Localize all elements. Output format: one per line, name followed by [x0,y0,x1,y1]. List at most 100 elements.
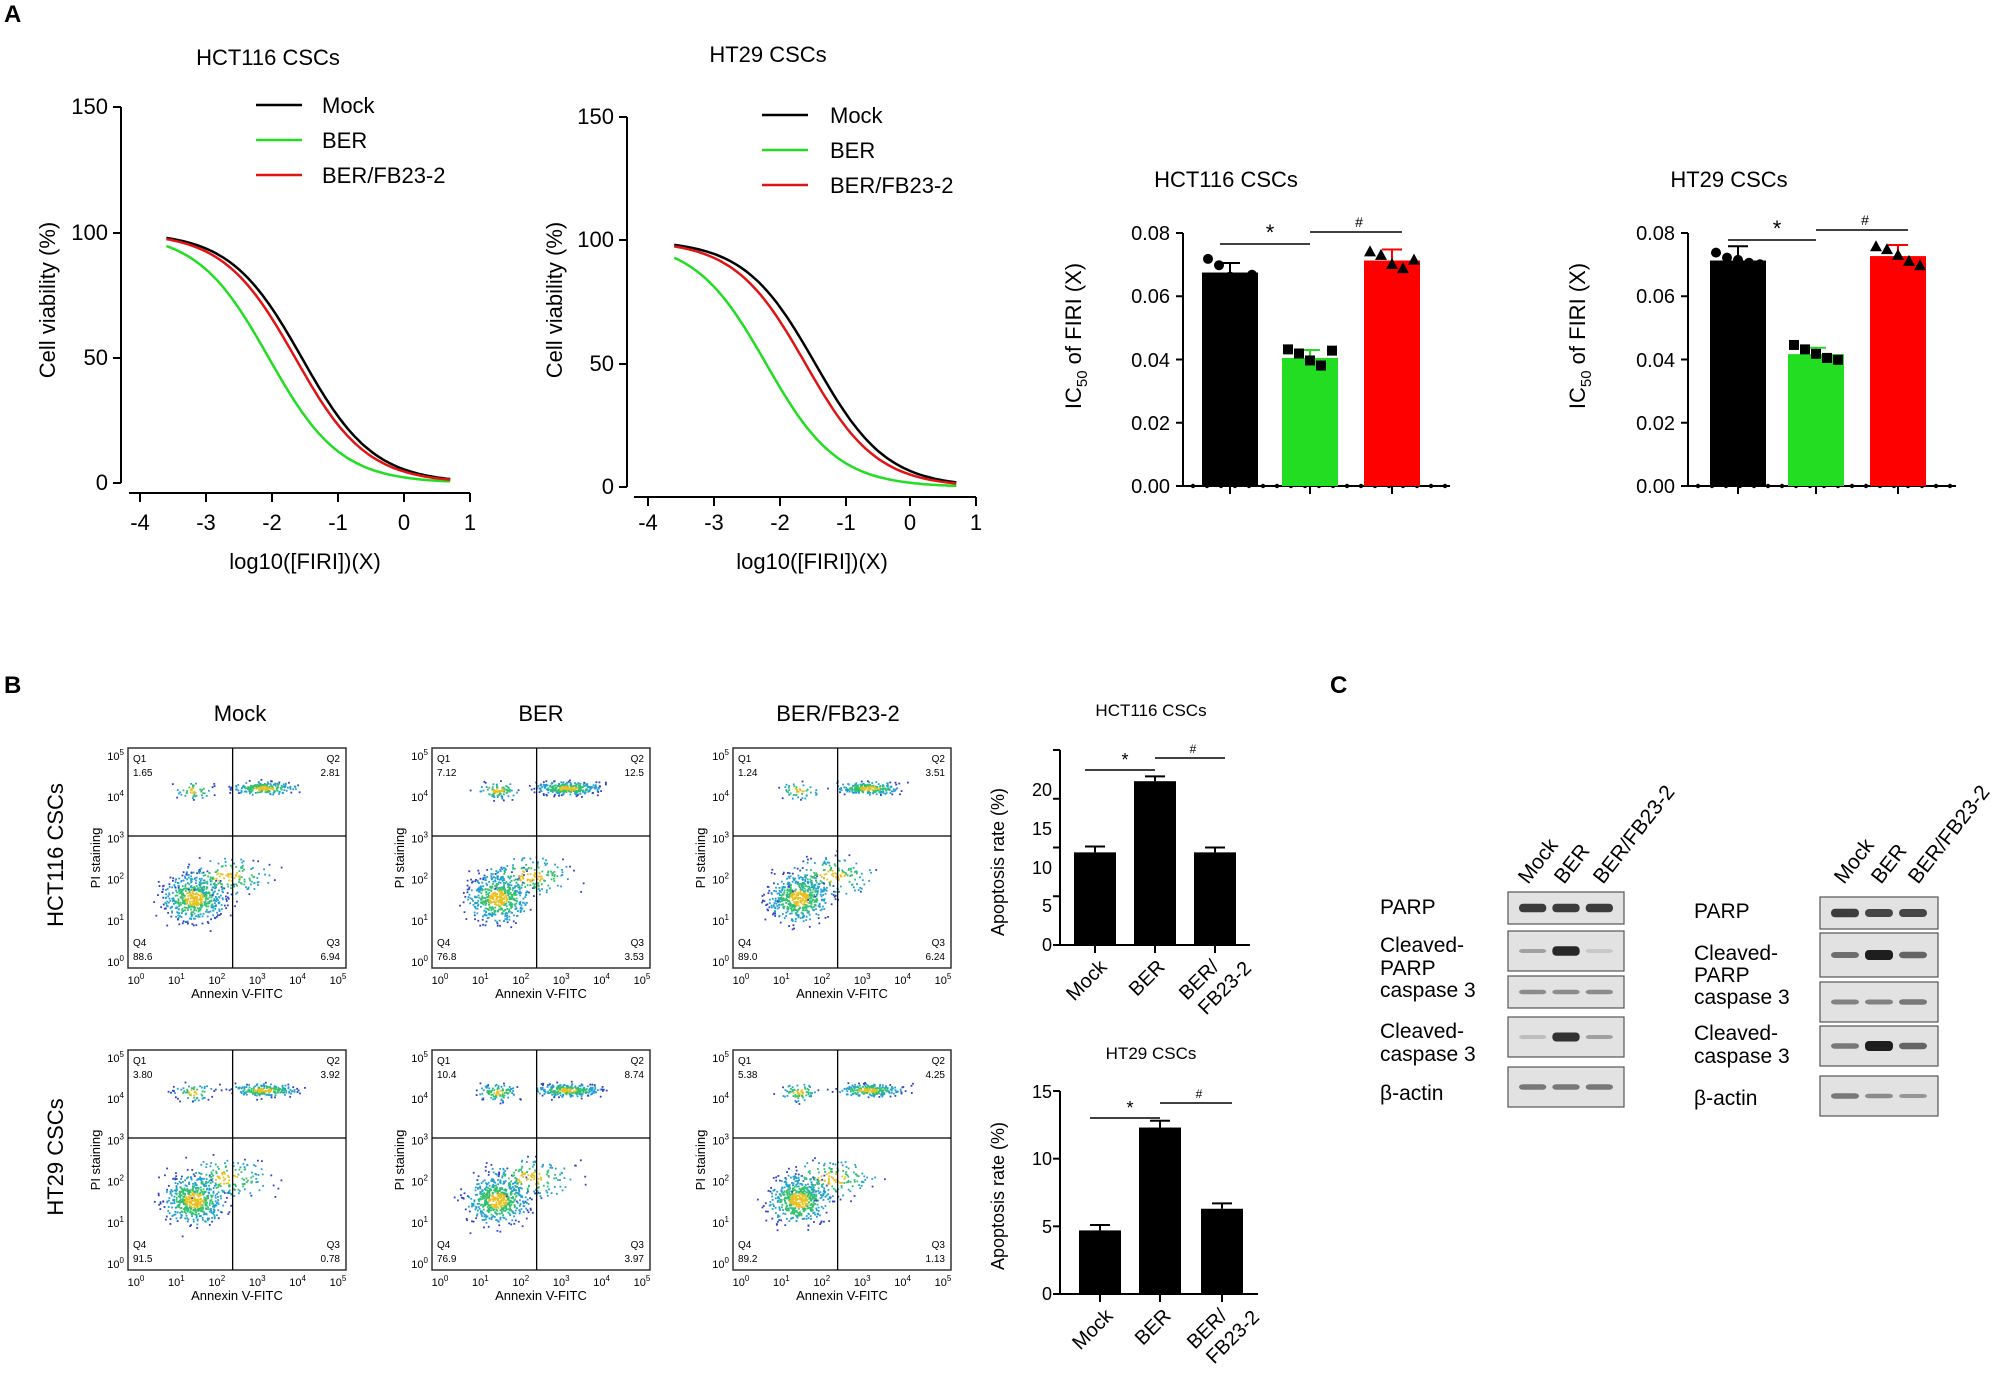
event-dot [200,790,202,792]
event-dot [173,1202,175,1204]
x-tick-label: -1 [836,510,856,535]
event-dot [781,900,783,902]
event-dot [197,902,199,904]
event-dot [194,1199,196,1201]
event-dot [511,1204,513,1206]
event-dot [235,1083,237,1085]
event-dot [238,881,240,883]
event-dot [182,899,184,901]
event-dot [180,1178,182,1180]
y-tick-label: 100 [107,954,124,969]
event-dot [203,913,205,915]
event-dot [807,878,809,880]
y-tick-labels: 0 50 100 150 [71,94,108,495]
event-dot [763,900,765,902]
event-dot [895,788,897,790]
event-dot [251,1172,253,1174]
event-dot [493,800,495,802]
event-dot [281,785,283,787]
event-dot [492,887,494,889]
event-dot [834,872,836,874]
event-dot [784,917,786,919]
event-dot [258,1174,260,1176]
event-dot [227,897,229,899]
event-dot [257,860,259,862]
event-dot [235,883,237,885]
event-dot [488,904,490,906]
event-dot [786,878,788,880]
quadrant-label: 88.6 [133,952,153,963]
event-dot [172,1215,174,1217]
event-dot [182,875,184,877]
event-dot [800,917,802,919]
event-dot [194,1099,196,1101]
event-dot [180,902,182,904]
event-dot [503,920,505,922]
event-dot [519,891,521,893]
quadrant-label: Q4 [437,938,451,949]
tick-exponent: 4 [906,972,911,981]
event-dot [771,905,773,907]
event-dot [193,889,195,891]
event-dot [460,1194,462,1196]
event-dot [476,1183,478,1185]
event-dot [794,890,796,892]
event-dot [490,890,492,892]
event-dot [214,902,216,904]
event-dot [492,1200,494,1202]
event-dot [539,791,541,793]
event-dot [215,1164,217,1166]
event-dot [525,894,527,896]
y-tick-label: 103 [107,1132,124,1147]
event-dot [816,894,818,896]
event-dot [554,874,556,876]
event-dot [780,891,782,893]
event-dot [154,1201,156,1203]
event-dot [517,910,519,912]
event-dot [806,902,808,904]
event-dot [496,921,498,923]
event-dot [272,794,274,796]
event-dot [178,892,180,894]
event-dot [193,1173,195,1175]
event-dot [541,888,543,890]
event-dot [476,1213,478,1215]
event-dot [783,907,785,909]
event-dot [802,909,804,911]
x-tick-label: 101 [168,1274,185,1289]
event-dot [790,886,792,888]
event-dot [492,897,494,899]
event-dot [805,890,807,892]
plot-frame [128,748,346,968]
event-dot [495,1198,497,1200]
event-dot [290,1089,292,1091]
event-dot [785,912,787,914]
event-dot [179,1204,181,1206]
event-dot [158,1194,160,1196]
event-dot [211,1173,213,1175]
event-dot [196,795,198,797]
event-dot [239,870,241,872]
event-dot [557,1179,559,1181]
event-dot [600,790,602,792]
event-dot [546,1192,548,1194]
event-dot [177,1211,179,1213]
tick-exponent: 1 [725,913,730,922]
event-dot [188,1191,190,1193]
event-dot [510,1224,512,1226]
event-dot [179,1192,181,1194]
event-dot [191,880,193,882]
event-dot [202,1181,204,1183]
event-dot [824,862,826,864]
event-dot [212,886,214,888]
event-dot [480,791,482,793]
event-dot [211,1096,213,1098]
event-dot [243,884,245,886]
event-dot [184,888,186,890]
event-dot [170,1092,172,1094]
event-dot [277,1090,279,1092]
event-dot [287,1084,289,1086]
event-dot [526,870,528,872]
event-dot [787,895,789,897]
event-dot [205,1203,207,1205]
